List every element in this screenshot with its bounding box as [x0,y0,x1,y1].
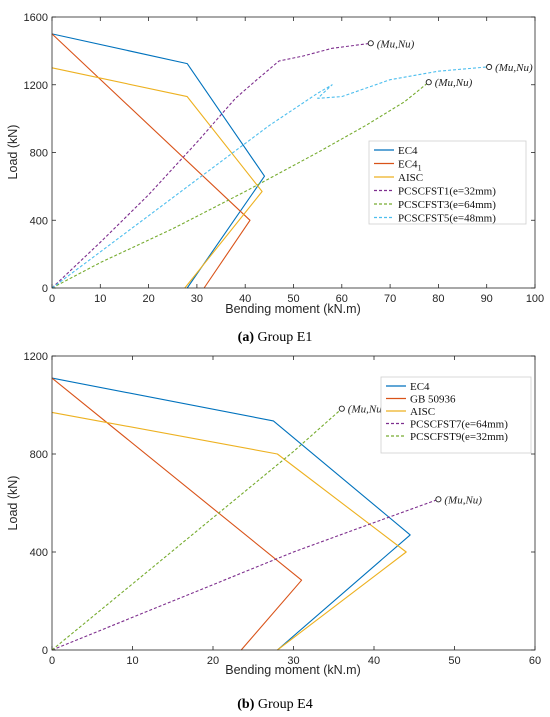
x-tick-label: 50 [448,655,460,667]
series-line-a-3 [51,42,371,289]
series-line-b-1 [51,377,303,651]
legend-label: PCSCFST3(e=64mm) [398,199,496,211]
x-tick-label: 10 [126,655,138,667]
x-tick-label: 70 [384,293,396,305]
legend-a: EC4EC41AISCPCSCFST1(e=32mm)PCSCFST3(e=64… [368,140,527,225]
y-tick-label: 1200 [24,351,48,363]
series-line-b-2 [51,411,407,651]
axes-box-a [51,16,536,289]
caption-letter-a: (a) [238,330,255,345]
annotation-marker [338,405,345,412]
legend-label: EC4 [410,381,430,393]
legend-label: PCSCFST1(e=32mm) [398,186,496,198]
legend-label: AISC [410,406,435,418]
x-tick-label: 60 [529,655,541,667]
x-tick-label: 40 [239,293,251,305]
x-tick-label: 50 [287,293,299,305]
y-tick-label: 800 [30,449,48,461]
legend-label: AISC [398,172,423,184]
y-axis-label-a: Load (kN) [6,125,20,180]
annotation-label: (Mu,Nu) [348,404,386,416]
caption-letter-b: (b) [237,697,254,712]
series-group-a [51,33,487,289]
y-tick-label: 0 [42,645,48,657]
y-tick-label: 400 [30,547,48,559]
x-tick-label: 0 [49,655,55,667]
annotation-marker [367,40,374,47]
legend-label: GB 50936 [410,394,456,406]
annotation-label: (Mu,Nu) [435,77,473,89]
series-line-b-3 [51,498,439,651]
annotations-b: (Mu,Nu) (Mu,Nu) [338,404,482,506]
legend-label-name: PCSCFST7(e=64mm) [410,419,508,431]
legend-label-name: EC4 [398,145,418,157]
tick-labels-a: 0 10 20 30 40 50 60 70 80 90 100 0 400 800 1200 1600 [24,12,545,305]
legend-label-name: EC4 [410,381,430,393]
legend-label-name: EC4 [398,159,418,171]
legend-label-name: PCSCFST9(e=32mm) [410,431,508,443]
chart-panel-b: 0 10 20 30 40 50 60 0 400 800 1200 (Mu,Nu)(Mu,Nu) … [6,351,541,712]
axes-box-b [51,355,536,651]
legend-label: EC41 [398,159,422,173]
legend-label: EC4 [398,145,418,157]
annotations-a: (Mu,Nu) (Mu,Nu) (Mu,Nu) [367,38,533,89]
legend-box-b [380,376,532,454]
legend-box-a [368,140,527,225]
legend-label: PCSCFST9(e=32mm) [410,431,508,443]
series-line-a-4 [51,81,430,289]
series-line-a-0 [51,33,266,289]
x-tick-label: 30 [191,293,203,305]
x-tick-label: 100 [526,293,544,305]
series-line-a-1 [51,33,251,289]
legend-label-name: PCSCFST5(e=48mm) [398,213,496,225]
annotation-marker [435,496,442,503]
x-axis-label-a: Bending moment (kN.m) [225,302,360,316]
caption-text-a: Group E1 [254,330,312,345]
x-axis-label-b: Bending moment (kN.m) [225,663,360,677]
series-line-a-2 [51,67,263,289]
y-tick-label: 0 [42,283,48,295]
legend-label-name: PCSCFST1(e=32mm) [398,186,496,198]
annotation-marker [425,79,432,86]
y-tick-label: 400 [30,215,48,227]
y-tick-label: 1200 [24,80,48,92]
y-tick-label: 1600 [24,12,48,24]
legend-label: PCSCFST5(e=48mm) [398,213,496,225]
x-tick-label: 60 [336,293,348,305]
legend-label-name: PCSCFST3(e=64mm) [398,199,496,211]
x-tick-label: 80 [432,293,444,305]
legend-label-name: AISC [410,406,435,418]
series-line-a-5 [51,66,487,289]
x-tick-label: 90 [481,293,493,305]
series-group-b [51,377,439,651]
caption-b: (b) Group E4 [237,697,312,712]
x-tick-label: 0 [49,293,55,305]
caption-text-b: Group E4 [254,697,312,712]
y-tick-label: 800 [30,148,48,160]
legend-label-name: GB 50936 [410,394,456,406]
annotation-marker [486,63,493,71]
legend-label-name: AISC [398,172,423,184]
x-tick-label: 20 [142,293,154,305]
annotation-label: (Mu,Nu) [495,62,533,74]
x-tick-label: 20 [207,655,219,667]
x-tick-label: 40 [368,655,380,667]
legend-label-subscript: 1 [418,164,422,173]
y-axis-label-b: Load (kN) [6,476,20,531]
x-tick-label: 10 [94,293,106,305]
annotation-label: (Mu,Nu) [377,38,415,50]
series-line-b-0 [51,377,411,651]
annotation-label: (Mu,Nu) [444,494,482,506]
chart-panel-a: 0 10 20 30 40 50 60 70 80 90 100 0 400 800 1200 1600 (M… [6,12,544,345]
legend-label: PCSCFST7(e=64mm) [410,419,508,431]
x-tick-label: 30 [287,655,299,667]
caption-a: (a) Group E1 [238,330,313,345]
